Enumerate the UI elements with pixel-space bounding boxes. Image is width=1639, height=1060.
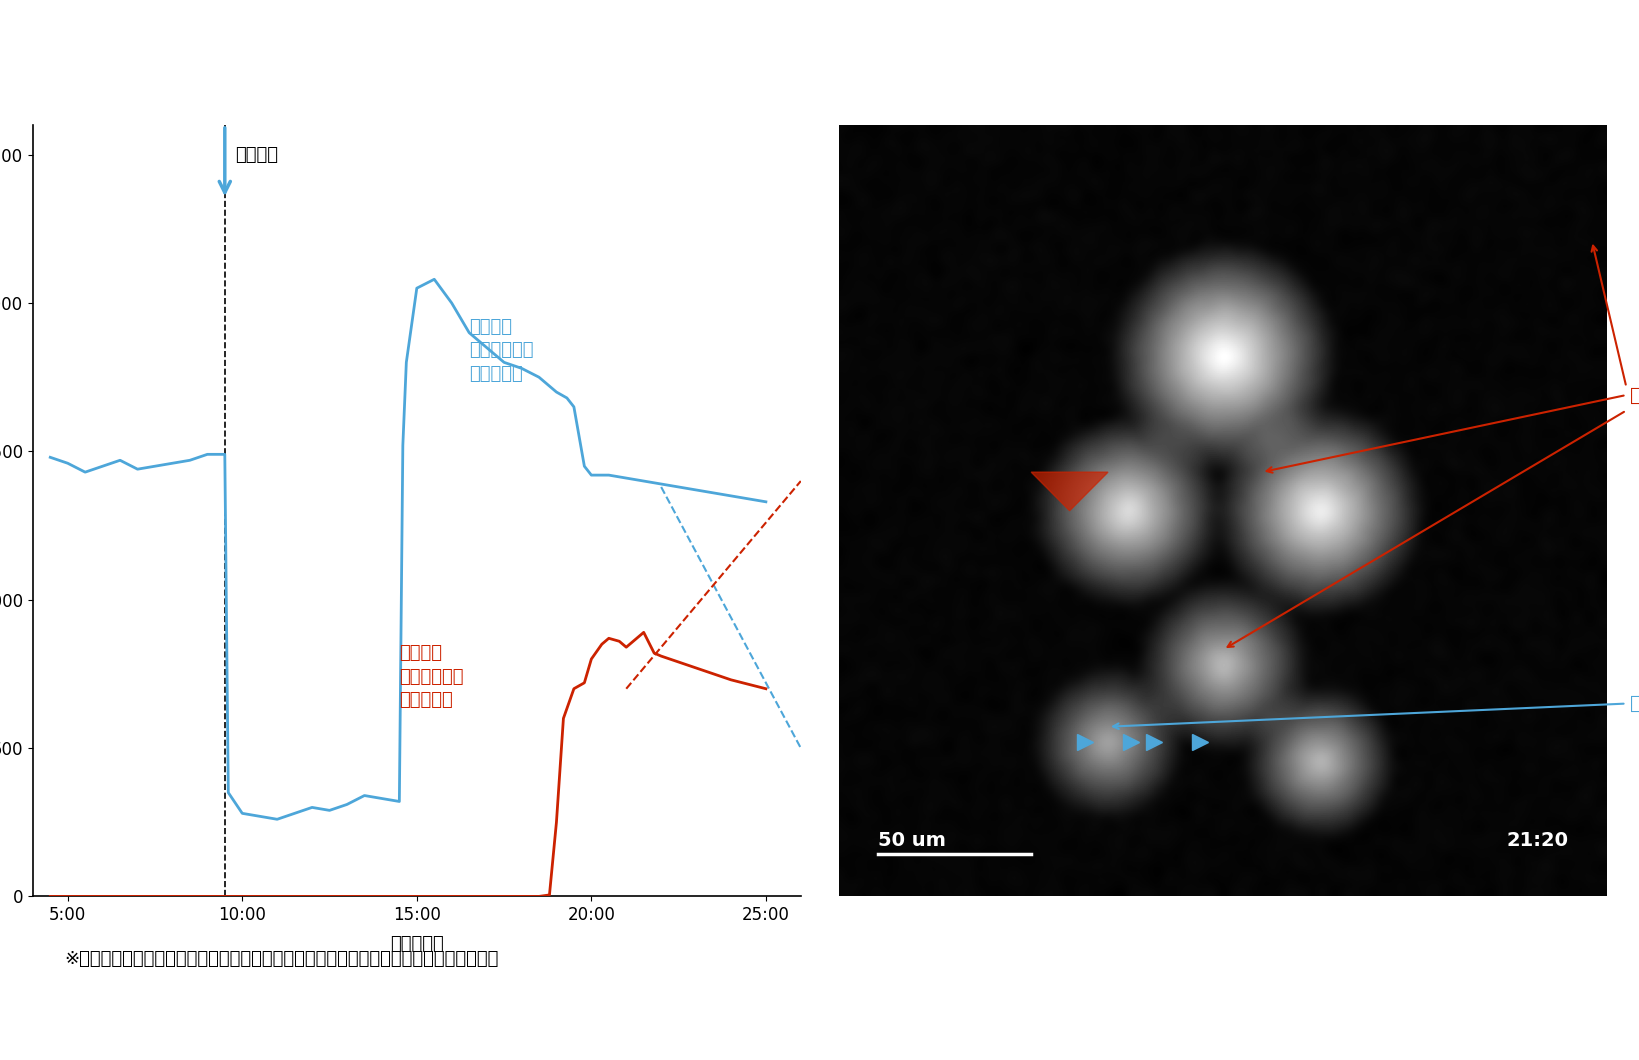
Text: 発汗刺激: 発汗刺激 xyxy=(234,146,279,164)
Text: 図３　発汗による汗腺収縮における汗腺チューブ内のボリューム変化: 図３ 発汗による汗腺収縮における汗腺チューブ内のボリューム変化 xyxy=(49,58,487,83)
Polygon shape xyxy=(1031,472,1108,511)
Text: 分泌部の
チューブ内の
ボリューム: 分泌部の チューブ内の ボリューム xyxy=(469,318,533,383)
Text: 導管部の
チューブ内の
ボリューム: 導管部の チューブ内の ボリューム xyxy=(400,644,464,709)
Text: 分泌部: 分泌部 xyxy=(1629,694,1639,713)
Text: 21:20: 21:20 xyxy=(1506,831,1569,850)
X-axis label: 時間（分）: 時間（分） xyxy=(390,935,444,953)
Text: 50 um: 50 um xyxy=(877,831,946,850)
Text: 導管部: 導管部 xyxy=(1629,386,1639,405)
Text: ※分泌部、導管部の特定した部分におけるチューブ内のボリューム（体積）の変化を測定: ※分泌部、導管部の特定した部分におけるチューブ内のボリューム（体積）の変化を測定 xyxy=(64,950,498,968)
